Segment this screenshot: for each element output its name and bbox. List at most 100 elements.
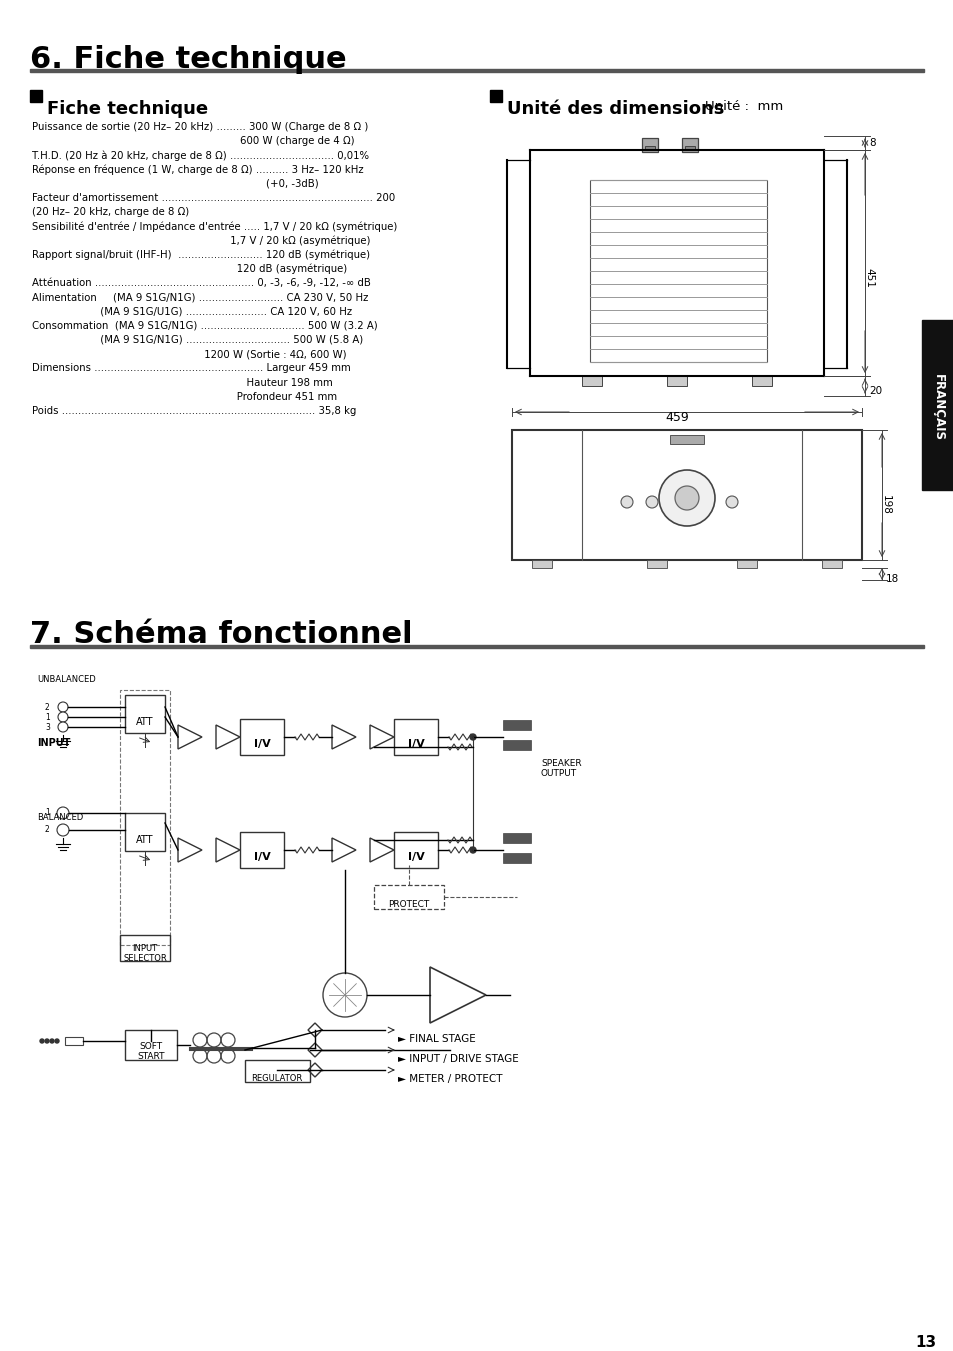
Text: UNBALANCED: UNBALANCED	[37, 676, 95, 684]
Text: BALANCED: BALANCED	[37, 813, 83, 821]
Text: FRANÇAIS: FRANÇAIS	[930, 374, 943, 442]
Polygon shape	[332, 725, 355, 748]
Text: Réponse en fréquence (1 W, charge de 8 Ω) .......... 3 Hz– 120 kHz: Réponse en fréquence (1 W, charge de 8 Ω…	[32, 165, 363, 176]
Bar	[65, 1038, 83, 1046]
Text: 20: 20	[868, 386, 882, 396]
Text: ► METER / PROTECT: ► METER / PROTECT	[397, 1074, 502, 1084]
Text: 1: 1	[45, 808, 50, 817]
Text: Puissance de sortie (20 Hz– 20 kHz) ......... 300 W (Charge de 8 Ω ): Puissance de sortie (20 Hz– 20 kHz) ....…	[32, 122, 368, 132]
Polygon shape	[215, 725, 240, 748]
Text: (+0, -3dB): (+0, -3dB)	[32, 178, 318, 189]
Bar	[374, 885, 443, 909]
Text: T.H.D. (20 Hz à 20 kHz, charge de 8 Ω) ................................ 0,01%: T.H.D. (20 Hz à 20 kHz, charge de 8 Ω) .…	[32, 150, 369, 161]
Text: REGULATOR: REGULATOR	[251, 1074, 302, 1084]
Bar	[120, 935, 170, 961]
Circle shape	[50, 1039, 54, 1043]
Bar	[240, 832, 284, 867]
Text: (20 Hz– 20 kHz, charge de 8 Ω): (20 Hz– 20 kHz, charge de 8 Ω)	[32, 207, 189, 218]
Text: 7. Schéma fonctionnel: 7. Schéma fonctionnel	[30, 620, 413, 648]
Circle shape	[57, 807, 69, 819]
Text: Fiche technique: Fiche technique	[47, 100, 208, 118]
Bar	[502, 720, 531, 730]
Text: (MA 9 S1G/N1G) ................................ 500 W (5.8 A): (MA 9 S1G/N1G) .........................…	[32, 335, 363, 345]
Polygon shape	[370, 725, 394, 748]
Text: 198: 198	[880, 494, 890, 515]
Bar	[751, 376, 771, 386]
Text: INPUT: INPUT	[37, 738, 71, 748]
Polygon shape	[178, 725, 202, 748]
Bar	[821, 561, 841, 567]
Bar	[30, 644, 923, 648]
Circle shape	[323, 973, 367, 1017]
Circle shape	[659, 470, 714, 526]
Bar	[589, 180, 766, 362]
Polygon shape	[370, 838, 394, 862]
Polygon shape	[430, 967, 485, 1023]
Polygon shape	[178, 838, 202, 862]
Circle shape	[675, 486, 699, 509]
Text: 120 dB (asymétrique): 120 dB (asymétrique)	[32, 263, 347, 274]
Bar	[646, 561, 666, 567]
Circle shape	[620, 496, 633, 508]
Bar	[490, 91, 501, 101]
Text: INPUT: INPUT	[132, 944, 157, 952]
Bar	[644, 146, 655, 150]
Polygon shape	[308, 1063, 322, 1077]
Text: Atténuation ................................................. 0, -3, -6, -9, -12: Atténuation ............................…	[32, 278, 371, 288]
Text: 1: 1	[45, 713, 50, 721]
Circle shape	[40, 1039, 44, 1043]
Text: 600 W (charge de 4 Ω): 600 W (charge de 4 Ω)	[32, 136, 355, 146]
Text: Rapport signal/bruit (IHF-H)  .......................... 120 dB (symétrique): Rapport signal/bruit (IHF-H) ...........…	[32, 250, 370, 261]
Text: Poids ..........................................................................: Poids ..................................…	[32, 407, 356, 416]
Bar	[30, 69, 923, 72]
Text: 13: 13	[914, 1335, 935, 1350]
Circle shape	[58, 703, 68, 712]
Circle shape	[645, 496, 658, 508]
Circle shape	[57, 824, 69, 836]
Text: START: START	[137, 1052, 165, 1061]
Text: SPEAKER: SPEAKER	[540, 759, 581, 767]
Bar	[666, 376, 686, 386]
Bar	[581, 376, 601, 386]
Text: Consommation  (MA 9 S1G/N1G) ................................ 500 W (3.2 A): Consommation (MA 9 S1G/N1G) ............…	[32, 320, 377, 331]
Bar	[30, 91, 42, 101]
Bar	[684, 146, 695, 150]
Bar	[669, 435, 703, 444]
Text: PROTECT: PROTECT	[388, 900, 429, 909]
Bar	[240, 719, 284, 755]
Bar	[921, 320, 953, 490]
Circle shape	[725, 496, 738, 508]
Text: I/V: I/V	[253, 852, 270, 862]
Text: 459: 459	[664, 411, 688, 424]
Text: I/V: I/V	[407, 739, 424, 748]
Circle shape	[58, 712, 68, 721]
Bar	[502, 740, 531, 750]
Bar	[394, 719, 437, 755]
Bar	[125, 813, 165, 851]
Text: I/V: I/V	[407, 852, 424, 862]
Text: 8: 8	[868, 138, 875, 149]
Bar	[502, 852, 531, 863]
Text: 451: 451	[863, 267, 873, 288]
Bar	[641, 138, 658, 153]
Bar	[394, 832, 437, 867]
Polygon shape	[308, 1023, 322, 1038]
Text: ATT: ATT	[136, 835, 153, 844]
Text: (MA 9 S1G/U1G) ......................... CA 120 V, 60 Hz: (MA 9 S1G/U1G) .........................…	[32, 307, 352, 316]
Text: Unité :  mm: Unité : mm	[704, 100, 782, 113]
Text: 2: 2	[45, 703, 50, 712]
Polygon shape	[215, 838, 240, 862]
Text: 1200 W (Sortie : 4Ω, 600 W): 1200 W (Sortie : 4Ω, 600 W)	[32, 349, 346, 359]
Bar	[512, 430, 862, 561]
Text: OUTPUT: OUTPUT	[540, 769, 577, 778]
Bar	[532, 561, 552, 567]
Text: I/V: I/V	[253, 739, 270, 748]
Text: 18: 18	[885, 574, 899, 584]
Bar	[502, 834, 531, 843]
Circle shape	[55, 1039, 59, 1043]
Text: Sensibilité d'entrée / Impédance d'entrée ..... 1,7 V / 20 kΩ (symétrique): Sensibilité d'entrée / Impédance d'entré…	[32, 222, 397, 232]
Text: Unité des dimensions: Unité des dimensions	[506, 100, 723, 118]
Text: SELECTOR: SELECTOR	[123, 954, 167, 963]
Text: ► FINAL STAGE: ► FINAL STAGE	[397, 1034, 476, 1044]
Text: 1,7 V / 20 kΩ (asymétrique): 1,7 V / 20 kΩ (asymétrique)	[32, 235, 370, 246]
